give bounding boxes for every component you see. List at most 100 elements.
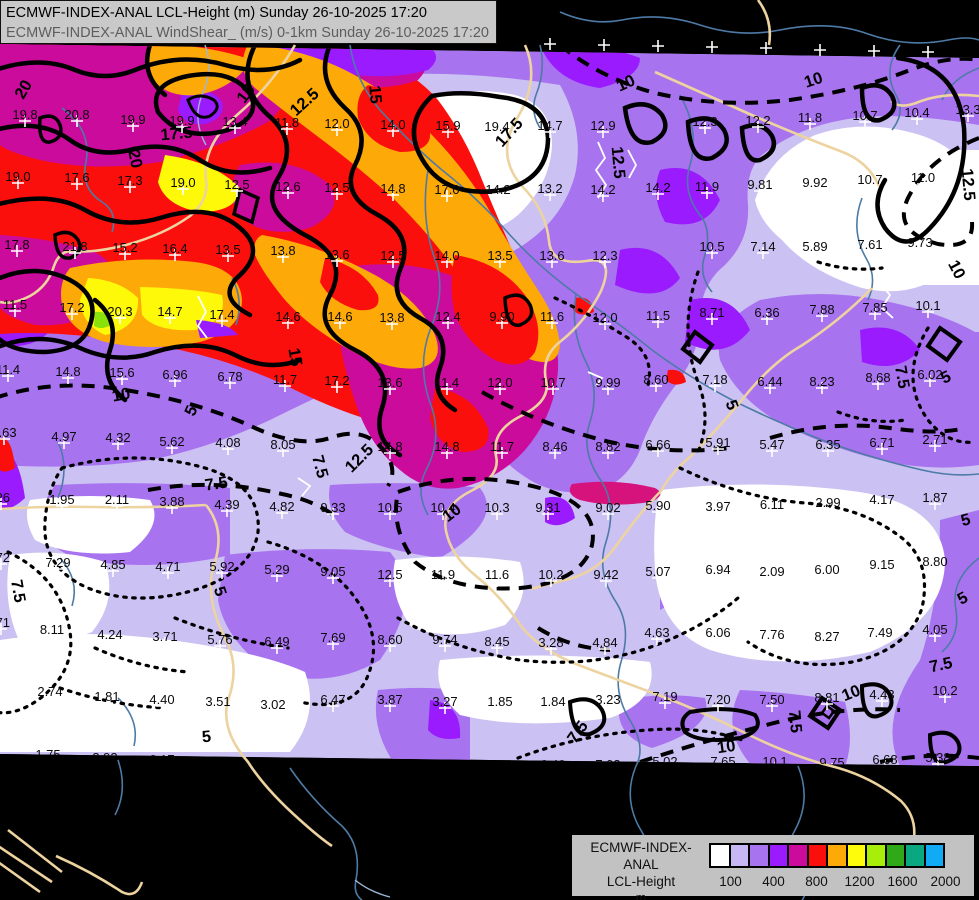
value-label: 17.2 <box>324 373 349 388</box>
value-label: 2.99 <box>815 495 840 510</box>
value-label: 17.6 <box>64 170 89 185</box>
value-label: 1.85 <box>487 694 512 709</box>
value-label: 5.07 <box>645 564 670 579</box>
value-label: 13.5 <box>215 242 240 257</box>
grid-cross <box>822 503 834 515</box>
legend-panel: ECMWF-INDEX-ANAL LCL-Height m 100 400 800 1… <box>572 835 974 900</box>
grid-cross <box>231 185 243 197</box>
grid-cross <box>439 640 451 652</box>
grid-cross <box>44 692 56 704</box>
value-label: 3.23 <box>595 692 620 707</box>
grid-cross <box>876 500 888 512</box>
value-label: 6.09 <box>432 757 457 772</box>
grid-cross <box>384 640 396 652</box>
value-label: 8.68 <box>865 370 890 385</box>
grid-cross <box>546 256 558 268</box>
value-label: 2.17 <box>149 752 174 767</box>
grid-cross <box>127 120 139 132</box>
value-label: 7.29 <box>45 555 70 570</box>
grid-cross <box>929 440 941 452</box>
value-label: 14.7 <box>537 118 562 133</box>
shear-contours-dashed <box>0 44 979 764</box>
grid-cross <box>101 697 113 709</box>
grid-cross <box>107 565 119 577</box>
grid-cross <box>712 443 724 455</box>
grid-cross <box>545 575 557 587</box>
value-label: 4.08 <box>215 435 240 450</box>
grid-cross <box>876 565 888 577</box>
value-label: 12.0 <box>487 375 512 390</box>
grid-cross <box>545 643 557 655</box>
grid-cross <box>939 691 951 703</box>
value-label: 9.63 <box>0 425 17 440</box>
value-label: 15.2 <box>112 240 137 255</box>
grid-cross <box>932 758 944 766</box>
grid-cross <box>494 383 506 395</box>
grid-cross <box>544 189 556 201</box>
value-label: 7.49 <box>867 625 892 640</box>
value-label: 10.4 <box>904 105 929 120</box>
legend-swatch <box>709 843 731 868</box>
grid-cross <box>9 305 21 317</box>
grid-cross <box>331 255 343 267</box>
legend-swatch <box>884 843 906 868</box>
value-label: 3.71 <box>152 629 177 644</box>
grid-cross <box>281 123 293 135</box>
grid-cross <box>52 563 64 575</box>
grid-cross <box>598 39 610 51</box>
value-label: 12.5 <box>324 180 349 195</box>
value-label: 6.71 <box>869 435 894 450</box>
grid-cross <box>441 256 453 268</box>
contour-label: 5 <box>959 510 973 530</box>
grid-cross <box>387 256 399 268</box>
value-label: 19.0 <box>170 175 195 190</box>
value-label: 8.11 <box>40 622 64 637</box>
value-label: 10.2 <box>932 683 957 698</box>
value-label: 7.69 <box>320 630 345 645</box>
value-label: 4.39 <box>214 497 239 512</box>
grid-cross <box>929 630 941 642</box>
value-label: 14.8 <box>380 181 405 196</box>
value-label: 8.82 <box>595 439 620 454</box>
grid-cross <box>441 190 453 202</box>
legend-tick: 400 <box>762 874 785 889</box>
grid-cross <box>331 124 343 136</box>
grid-cross <box>712 507 724 519</box>
grid-cross <box>546 317 558 329</box>
grid-cross <box>387 125 399 137</box>
legend-swatch <box>923 843 945 868</box>
value-label: 1.95 <box>49 492 74 507</box>
value-label: 19.8 <box>12 107 37 122</box>
value-label: 9.33 <box>320 500 345 515</box>
value-label: 8.71 <box>699 305 724 320</box>
grid-cross <box>11 245 23 257</box>
contour-label: 7.5 <box>891 364 913 390</box>
grid-cross <box>212 762 224 766</box>
grid-cross <box>496 317 508 329</box>
grid-cross <box>71 115 83 127</box>
value-label: 17.3 <box>117 173 142 188</box>
legend-swatch <box>865 843 887 868</box>
grid-cross <box>929 498 941 510</box>
value-label: 9.90 <box>489 309 514 324</box>
value-label: 11.5 <box>646 308 670 323</box>
grid-cross <box>597 126 609 138</box>
contour-label: 10 <box>111 385 132 406</box>
value-label: 9.73 <box>907 235 932 250</box>
grid-cross <box>652 40 664 52</box>
value-label: 10.4 <box>430 500 455 515</box>
value-label: 9.15 <box>869 557 894 572</box>
value-label: 2.09 <box>759 564 784 579</box>
value-label: 3.92 <box>92 750 117 765</box>
value-label: 7.61 <box>857 237 882 252</box>
white-border-squiggles <box>196 141 894 497</box>
grid-cross <box>0 623 7 635</box>
grid-cross <box>0 498 7 510</box>
grid-cross <box>652 316 664 328</box>
grid-cross <box>0 433 10 445</box>
legend-swatch <box>787 843 809 868</box>
value-label: 17.2 <box>59 300 84 315</box>
value-label: 11.0 <box>911 170 935 185</box>
grid-cross <box>222 250 234 262</box>
